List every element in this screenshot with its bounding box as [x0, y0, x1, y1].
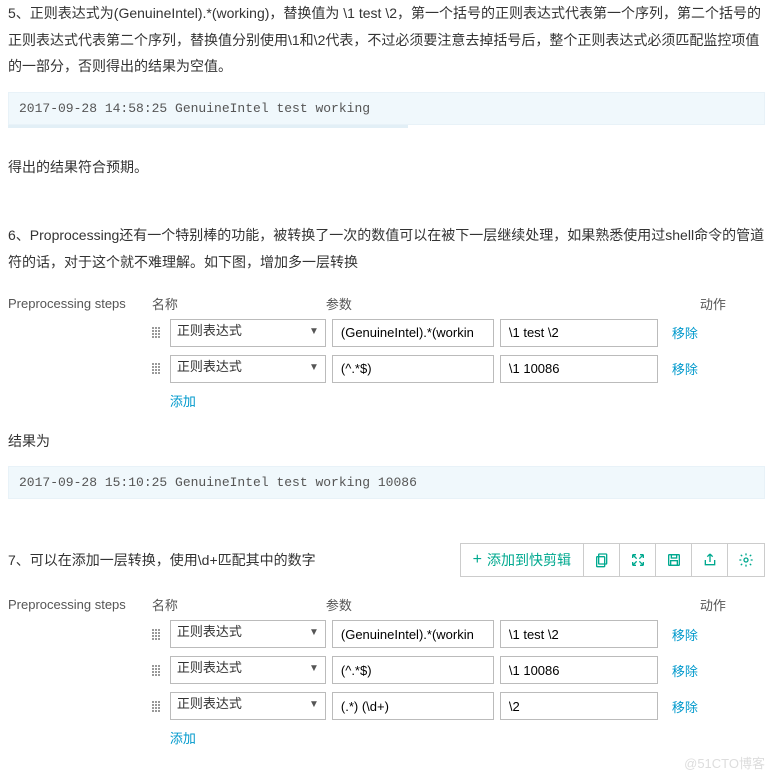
paragraph-5: 5、正则表达式为(GenuineIntel).*(working)，替换值为 \… — [8, 0, 765, 80]
step-param1-input[interactable] — [332, 319, 494, 347]
step-param2-input[interactable] — [500, 355, 658, 383]
column-headers-2: 名称 参数 动作 — [152, 595, 732, 614]
header-name: 名称 — [152, 294, 326, 313]
step-param1-input[interactable] — [332, 692, 494, 720]
copy-icon[interactable] — [584, 544, 620, 576]
preprocessing-step-row: 正则表达式 移除 — [152, 692, 732, 720]
preprocessing-block-2: Preprocessing steps 名称 参数 动作 正则表达式移除正则表达… — [8, 595, 765, 747]
column-headers: 名称 参数 动作 — [152, 294, 732, 313]
remove-step-link[interactable]: 移除 — [672, 323, 698, 342]
paragraph-5b: 得出的结果符合预期。 — [8, 154, 765, 181]
save-icon[interactable] — [656, 544, 692, 576]
plus-icon: + — [473, 551, 482, 569]
add-step-link[interactable]: 添加 — [170, 394, 196, 409]
step-type-select[interactable]: 正则表达式 — [170, 656, 326, 684]
share-icon[interactable] — [692, 544, 728, 576]
step-param1-input[interactable] — [332, 656, 494, 684]
step-param1-input[interactable] — [332, 620, 494, 648]
header-param-2: 参数 — [326, 595, 658, 614]
code-output-2: 2017-09-28 15:10:25 GenuineIntel test wo… — [8, 466, 765, 499]
drag-handle-icon[interactable] — [152, 327, 164, 338]
header-name-2: 名称 — [152, 595, 326, 614]
preprocessing-label: Preprocessing steps — [8, 294, 148, 311]
step-type-select[interactable]: 正则表达式 — [170, 620, 326, 648]
remove-step-link[interactable]: 移除 — [672, 661, 698, 680]
step-param1-input[interactable] — [332, 355, 494, 383]
step-type-select[interactable]: 正则表达式 — [170, 319, 326, 347]
action-toolbar: + 添加到快剪辑 — [460, 543, 765, 577]
remove-step-link[interactable]: 移除 — [672, 697, 698, 716]
remove-step-link[interactable]: 移除 — [672, 359, 698, 378]
expand-icon[interactable] — [620, 544, 656, 576]
preprocessing-step-row: 正则表达式 移除 — [152, 656, 732, 684]
preprocessing-step-row: 正则表达式 移除 — [152, 620, 732, 648]
header-action: 动作 — [658, 294, 732, 313]
code-output-1: 2017-09-28 14:58:25 GenuineIntel test wo… — [8, 92, 765, 125]
paragraph-6: 6、Proprocessing还有一个特别棒的功能，被转换了一次的数值可以在被下… — [8, 222, 765, 275]
preprocessing-block-1: Preprocessing steps 名称 参数 动作 正则表达式移除正则表达… — [8, 294, 765, 410]
drag-handle-icon[interactable] — [152, 665, 164, 676]
step-param2-input[interactable] — [500, 620, 658, 648]
watermark: @51CTO博客 — [8, 753, 765, 772]
header-action-2: 动作 — [658, 595, 732, 614]
gear-icon[interactable] — [728, 544, 764, 576]
step-param2-input[interactable] — [500, 656, 658, 684]
paragraph-6b: 结果为 — [8, 428, 765, 455]
drag-handle-icon[interactable] — [152, 363, 164, 374]
toolbar-add-to-clip[interactable]: + 添加到快剪辑 — [461, 544, 584, 576]
step-param2-input[interactable] — [500, 319, 658, 347]
add-step-link-2[interactable]: 添加 — [170, 731, 196, 746]
toolbar-add-label: 添加到快剪辑 — [487, 550, 571, 570]
paragraph-7: 7、可以在添加一层转换，使用\d+匹配其中的数字 — [8, 547, 316, 574]
preprocessing-step-row: 正则表达式 移除 — [152, 355, 732, 383]
step-type-select[interactable]: 正则表达式 — [170, 355, 326, 383]
step-type-select[interactable]: 正则表达式 — [170, 692, 326, 720]
remove-step-link[interactable]: 移除 — [672, 625, 698, 644]
preprocessing-label-2: Preprocessing steps — [8, 595, 148, 612]
drag-handle-icon[interactable] — [152, 629, 164, 640]
step-param2-input[interactable] — [500, 692, 658, 720]
header-param: 参数 — [326, 294, 658, 313]
drag-handle-icon[interactable] — [152, 701, 164, 712]
preprocessing-step-row: 正则表达式 移除 — [152, 319, 732, 347]
code-underline — [8, 125, 408, 128]
